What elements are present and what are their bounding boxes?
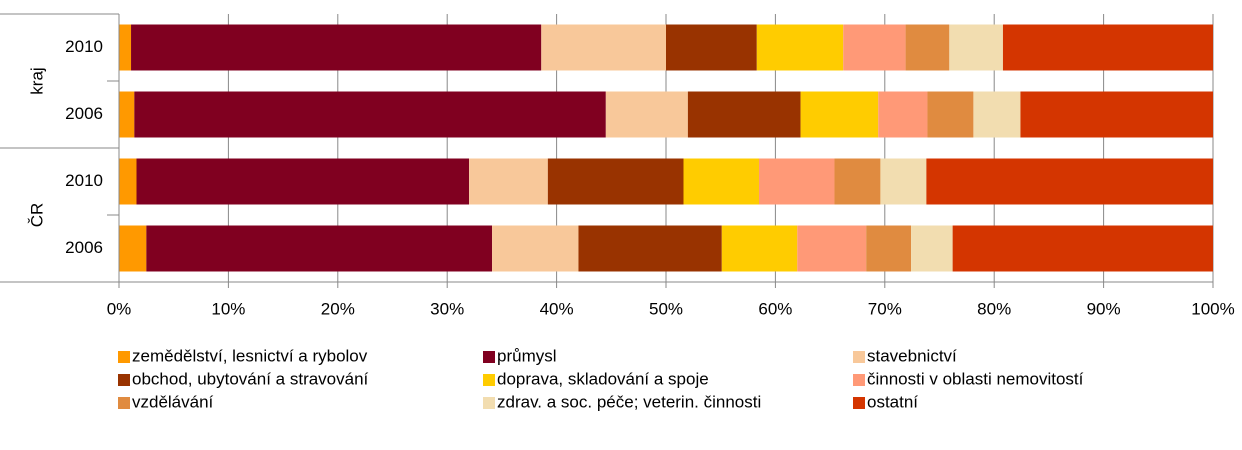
x-tick-label: 80% (977, 299, 1011, 318)
legend-swatch (118, 397, 130, 409)
bar-segment (926, 158, 1213, 205)
legend-label: doprava, skladování a spoje (497, 369, 709, 388)
x-tick-label: 100% (1191, 299, 1234, 318)
bar-segment (834, 158, 881, 205)
y-tick-label: 2010 (65, 171, 103, 190)
legend-label: vzdělávání (132, 392, 214, 411)
x-tick-label: 70% (868, 299, 902, 318)
bar-segment (469, 158, 548, 205)
bar-segment (578, 225, 722, 272)
bar-segment (973, 91, 1021, 138)
bar-segment (547, 158, 684, 205)
group-label: kraj (27, 67, 46, 94)
bar-segment (758, 158, 835, 205)
legend-label: průmysl (497, 346, 557, 365)
bar-segment (136, 158, 470, 205)
legend-swatch (118, 351, 130, 363)
legend-label: obchod, ubytování a stravování (132, 369, 369, 388)
bar-segment (756, 24, 844, 71)
legend-swatch (483, 397, 495, 409)
x-tick-label: 90% (1087, 299, 1121, 318)
bar-segment (134, 91, 606, 138)
legend-swatch (853, 374, 865, 386)
bar-segment (911, 225, 953, 272)
legend-label: zemědělství, lesnictví a rybolov (132, 346, 368, 365)
bar-segment (146, 225, 493, 272)
y-tick-label: 2006 (65, 238, 103, 257)
bar-segment (927, 91, 974, 138)
legend-label: ostatní (867, 392, 918, 411)
bar-segment (1002, 24, 1213, 71)
legend-label: činnosti v oblasti nemovitostí (867, 369, 1084, 388)
x-tick-label: 10% (211, 299, 245, 318)
bar-segment (949, 24, 1003, 71)
legend-swatch (853, 397, 865, 409)
bar-segment (683, 158, 759, 205)
legend-label: stavebnictví (867, 346, 957, 365)
bar-segment (119, 158, 137, 205)
bar-segment (800, 91, 879, 138)
bar-segment (843, 24, 906, 71)
bar-segment (721, 225, 798, 272)
bar-segment (605, 91, 688, 138)
x-tick-label: 20% (321, 299, 355, 318)
bar-segment (687, 91, 801, 138)
bar-segment (797, 225, 867, 272)
bar-segment (119, 225, 147, 272)
bar-segment (880, 158, 927, 205)
bar-segment (119, 24, 132, 71)
x-tick-label: 0% (107, 299, 132, 318)
x-tick-label: 30% (430, 299, 464, 318)
bar-segment (878, 91, 928, 138)
legend-swatch (853, 351, 865, 363)
bar-segment (952, 225, 1213, 272)
bar-segment (131, 24, 542, 71)
bar-segment (1020, 91, 1213, 138)
legend-label: zdrav. a soc. péče; veterin. činnosti (497, 392, 761, 411)
x-tick-label: 60% (758, 299, 792, 318)
group-label: ČR (27, 203, 46, 228)
x-tick-label: 40% (540, 299, 574, 318)
bar-segment (119, 91, 135, 138)
legend-swatch (483, 351, 495, 363)
bar-segment (492, 225, 579, 272)
x-tick-label: 50% (649, 299, 683, 318)
y-tick-label: 2006 (65, 104, 103, 123)
y-tick-label: 2010 (65, 37, 103, 56)
legend-swatch (118, 374, 130, 386)
bar-segment (905, 24, 950, 71)
bar-segment (666, 24, 757, 71)
bar-segment (866, 225, 912, 272)
legend-swatch (483, 374, 495, 386)
bar-segment (541, 24, 666, 71)
